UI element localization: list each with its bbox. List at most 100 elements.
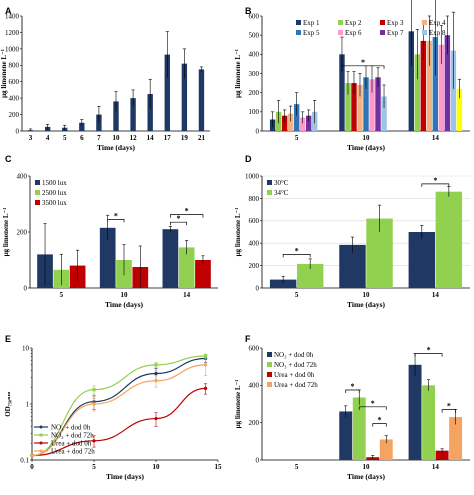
bar (195, 260, 211, 288)
y-tick-label: 200 (249, 419, 260, 427)
legend-swatch (296, 20, 301, 25)
y-tick-label: 10 (22, 344, 30, 352)
data-point (154, 371, 158, 376)
y-tick-label: 300 (249, 70, 260, 78)
legend-label: 3500 lux (42, 199, 67, 207)
x-tick-label: 17 (164, 134, 172, 142)
x-tick-label: 0 (30, 463, 34, 471)
legend-label: Urea + dod 0h (274, 371, 315, 379)
y-tick-label: 400 (17, 172, 28, 180)
legend-label: Exp 5 (303, 29, 320, 37)
significance-star: * (427, 346, 431, 355)
bar (444, 35, 451, 131)
significance-bracket (358, 406, 387, 410)
significance-bracket (421, 183, 450, 187)
bar (379, 439, 393, 460)
y-tick-label: 400 (249, 240, 260, 248)
legend-swatch (422, 20, 427, 25)
x-tick-label: 5 (63, 134, 67, 142)
legend-swatch (267, 190, 272, 195)
significance-bracket (345, 389, 360, 393)
significance-star: * (177, 214, 181, 223)
data-point (154, 363, 158, 367)
bar (281, 115, 288, 131)
legend-marker (39, 425, 43, 429)
y-tick-label: 400 (249, 51, 260, 59)
y-tick-label: 0 (256, 284, 260, 292)
panel-letter: C (5, 154, 12, 164)
x-tick-label: 10 (363, 463, 371, 471)
y-tick-label: 600 (9, 78, 20, 86)
bar (269, 279, 297, 288)
significance-bracket (441, 409, 456, 413)
data-point (204, 386, 208, 390)
series-line (31, 364, 206, 457)
bar (339, 54, 345, 132)
x-tick-label: 4 (46, 134, 50, 142)
x-tick-label: 10 (113, 134, 121, 142)
y-tick-label: 600 (249, 12, 260, 20)
y-tick-label: 200 (249, 89, 260, 97)
bar (164, 54, 170, 131)
significance-bracket (107, 219, 125, 223)
bar (162, 229, 179, 288)
panel-letter: A (5, 6, 12, 16)
chart-panel-a: A 0 200 400 600 800 1000 1200 1400 Time (days) µg … (0, 6, 210, 152)
bar (408, 31, 415, 131)
legend-swatch (296, 30, 301, 35)
legend-label: Exp 1 (303, 19, 320, 27)
y-tick-label: 1200 (5, 29, 20, 37)
legend-swatch (267, 362, 272, 367)
significance-star: * (371, 399, 375, 408)
y-tick-label: 200 (249, 262, 260, 270)
x-tick-label: 5 (295, 134, 299, 142)
x-tick-label: 10 (121, 291, 129, 299)
legend-label: NO₃ + dod 72h (51, 432, 94, 440)
bar (426, 40, 433, 131)
significance-bracket (341, 65, 385, 69)
y-axis-title: µg limonene L⁻¹ (234, 380, 242, 429)
bar (375, 77, 381, 131)
x-tick-label: 14 (183, 291, 191, 299)
y-tick-label: 600 (249, 344, 260, 352)
bar (432, 37, 439, 132)
bar (420, 40, 427, 131)
bar (408, 364, 422, 460)
x-tick-label: 3 (29, 134, 33, 142)
legend-swatch (267, 372, 272, 377)
y-tick-label: 1400 (5, 12, 20, 20)
chart-panel-d: D 0 200 400 600 800 1000 Time (days) µg limonene… (234, 154, 470, 309)
bar (99, 227, 116, 288)
bar (198, 69, 205, 131)
y-axis-title: µg limonene L⁻¹ (234, 208, 242, 257)
x-tick-label: 6 (80, 134, 84, 142)
legend-swatch (338, 20, 343, 25)
x-axis-title: Time (days) (105, 300, 143, 309)
bar (147, 94, 153, 131)
bar (408, 232, 436, 288)
legend-label: Exp 4 (429, 19, 446, 27)
y-tick-label: 0 (256, 127, 260, 135)
legend-swatch (380, 30, 385, 35)
legend-label: NO₃ + dod 72h (274, 361, 317, 369)
legend-swatch (267, 180, 272, 185)
data-point (204, 354, 208, 358)
bar (422, 385, 436, 460)
x-tick-label: 19 (181, 134, 189, 142)
y-tick-label: 0.1 (20, 456, 29, 464)
data-point (204, 363, 208, 367)
x-tick-label: 12 (130, 134, 138, 142)
x-tick-label: 14 (432, 291, 440, 299)
x-axis-title: Time (days) (347, 472, 385, 481)
bar (305, 115, 312, 131)
significance-star: * (295, 246, 299, 255)
legend-swatch (35, 180, 40, 185)
y-tick-label: 400 (9, 95, 20, 103)
bar (456, 88, 463, 131)
y-tick-label: 500 (249, 32, 260, 40)
bar (351, 83, 357, 131)
bar (449, 417, 463, 460)
x-tick-label: 10 (363, 291, 371, 299)
data-point (92, 402, 96, 406)
x-tick-label: 5 (295, 463, 299, 471)
